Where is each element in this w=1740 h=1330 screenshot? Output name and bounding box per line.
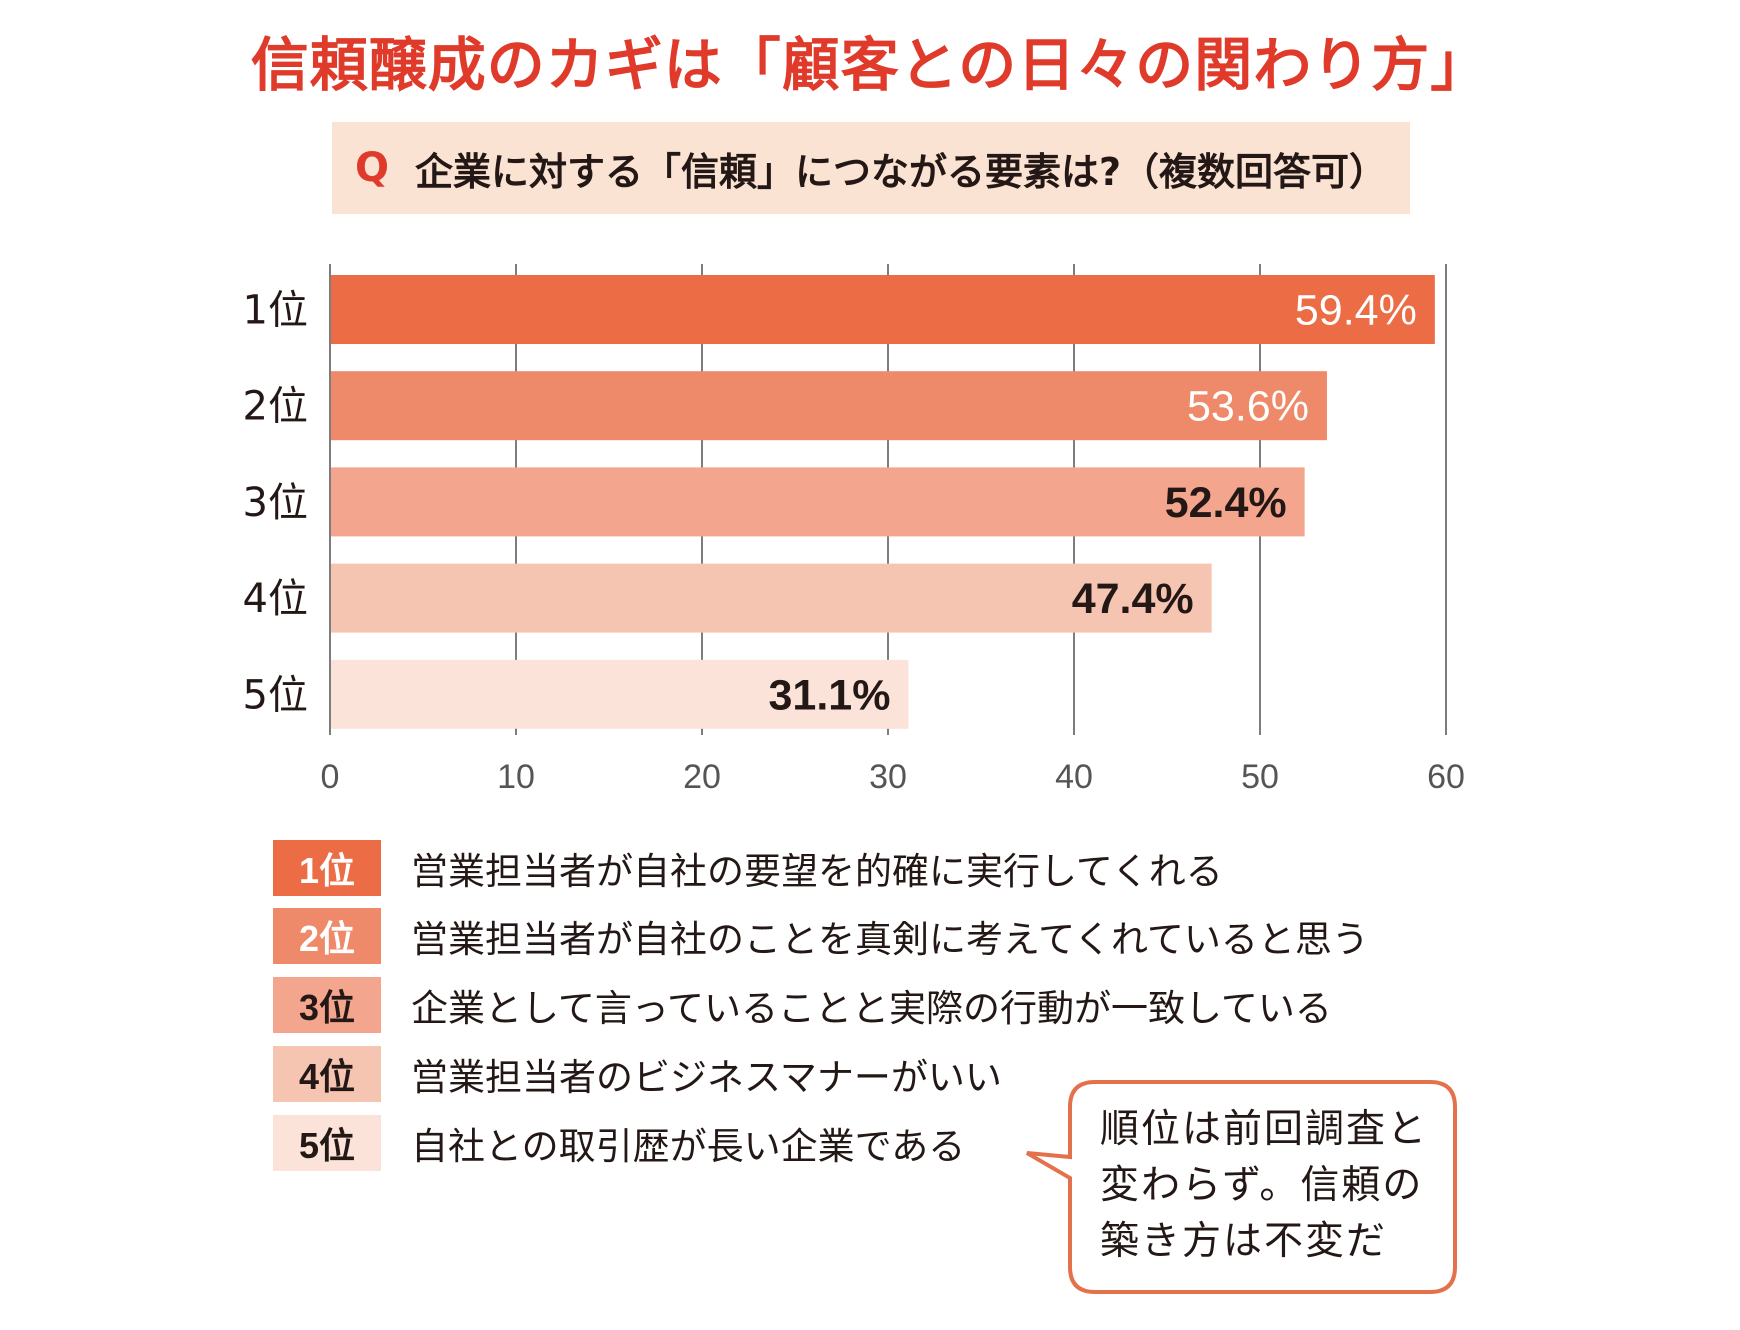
rank-badge: 5位 — [273, 1115, 381, 1171]
callout-line: 築き方は不変だ — [1100, 1219, 1388, 1264]
legend-text: 営業担当者のビジネスマナーがいい — [411, 1056, 1002, 1099]
legend-text: 企業として言っていることと実際の行動が一致している — [411, 987, 1332, 1030]
legend-text: 営業担当者が自社の要望を的確に実行してくれる — [411, 850, 1223, 893]
bar — [331, 371, 1327, 441]
x-tick-label: 30 — [869, 758, 907, 796]
legend-text: 営業担当者が自社のことを真剣に考えてくれていると思う — [411, 918, 1369, 961]
rank-badge: 3位 — [273, 977, 381, 1033]
category-label: 5位 — [243, 672, 308, 718]
data-label: 52.4% — [1165, 479, 1287, 527]
question-text: 企業に対する「信頼」につながる要素は?（複数回答可） — [414, 149, 1388, 194]
legend-text: 自社との取引歴が長い企業である — [411, 1125, 966, 1168]
x-tick-label: 20 — [683, 758, 721, 796]
legend-item: 1位 営業担当者が自社の要望を的確に実行してくれる — [273, 840, 1223, 896]
bar — [331, 563, 1212, 633]
category-label: 1位 — [243, 288, 308, 334]
legend-item: 2位 営業担当者が自社のことを真剣に考えてくれていると思う — [273, 908, 1369, 964]
legend-item: 5位 自社との取引歴が長い企業である — [273, 1115, 965, 1171]
bar — [331, 467, 1305, 537]
question-mark: Q — [354, 145, 389, 191]
x-tick-label: 60 — [1427, 758, 1465, 796]
x-tick-label: 40 — [1055, 758, 1093, 796]
bar — [331, 659, 909, 729]
data-label: 31.1% — [769, 671, 891, 719]
x-tick-label: 10 — [497, 758, 535, 796]
bars — [331, 275, 1435, 729]
labels: 0 10 20 30 40 50 60 1位 59.4% 2位 53.6% 3位 52.4% 4位 47.4… — [243, 287, 1465, 797]
rank-badge: 1位 — [273, 840, 381, 896]
callout-line: 順位は前回調査と — [1100, 1107, 1429, 1152]
category-label: 2位 — [243, 384, 308, 430]
x-tick-label: 0 — [321, 758, 340, 796]
callout-text: 順位は前回調査と 変わらず。信頼の 築き方は不変だ — [1100, 1102, 1440, 1270]
question-box: Q 企業に対する「信頼」につながる要素は?（複数回答可） — [332, 122, 1410, 214]
callout-shape — [1025, 1080, 1457, 1294]
x-tick-label: 50 — [1241, 758, 1279, 796]
rank-badge: 2位 — [273, 908, 381, 964]
callout-line: 変わらず。信頼の — [1100, 1163, 1424, 1208]
rank-badge: 4位 — [273, 1046, 381, 1102]
category-label: 4位 — [243, 576, 308, 622]
callout-bubble — [1025, 1080, 1457, 1294]
legend-item: 3位 企業として言っていることと実際の行動が一致している — [273, 977, 1332, 1033]
data-label: 47.4% — [1072, 575, 1194, 623]
legend-item: 4位 営業担当者のビジネスマナーがいい — [273, 1046, 1002, 1102]
data-label: 53.6% — [1187, 383, 1309, 431]
bar — [331, 275, 1435, 344]
page-title: 信頼醸成のカギは「顧客との日々の関わり方」 — [250, 31, 1490, 99]
category-label: 3位 — [243, 480, 308, 526]
data-label: 59.4% — [1295, 287, 1417, 335]
